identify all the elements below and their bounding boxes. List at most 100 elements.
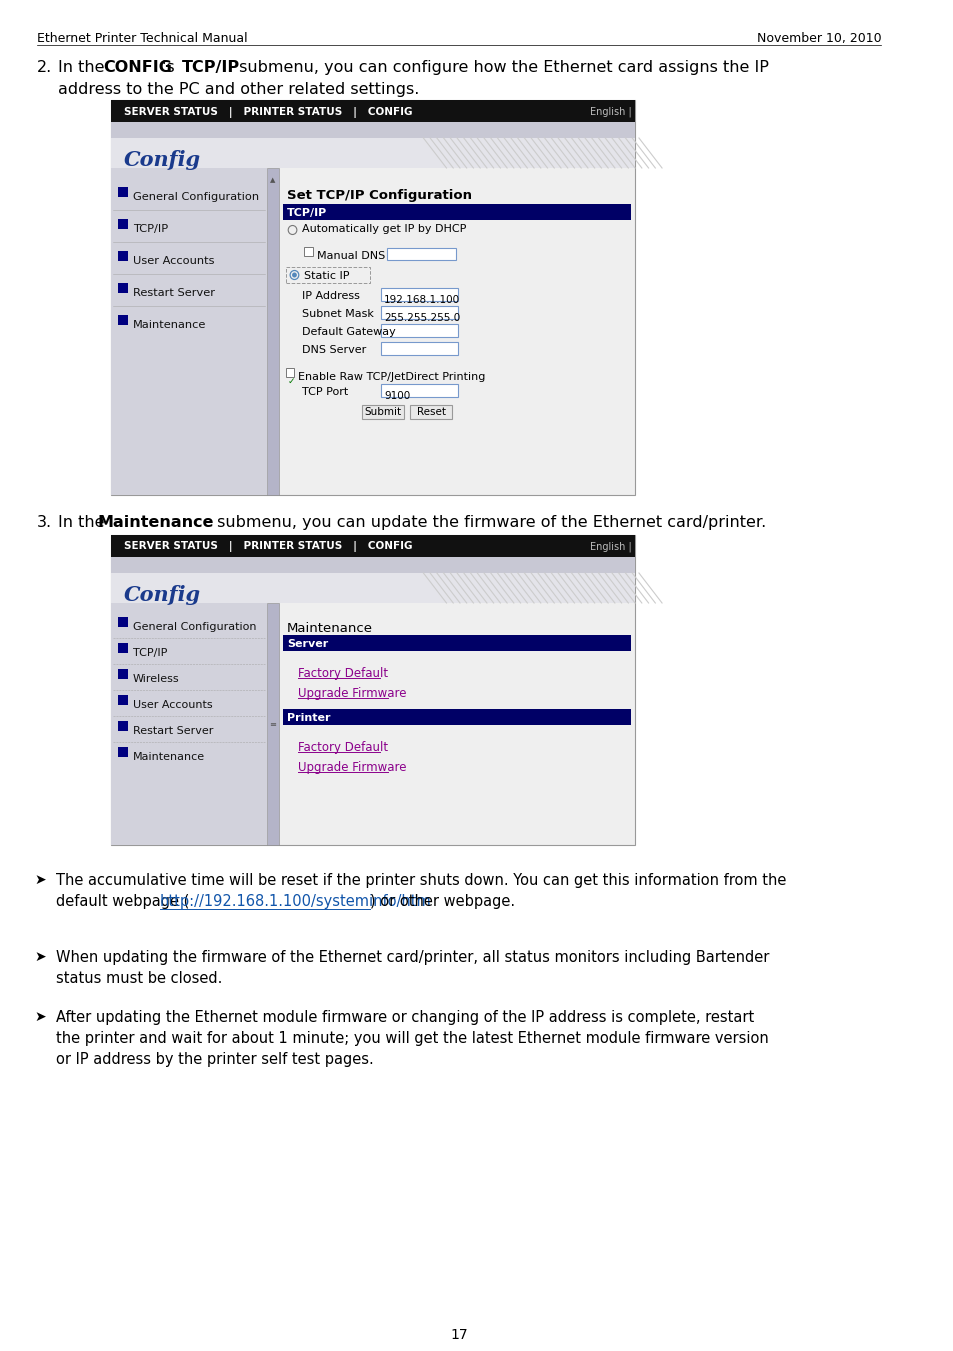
Text: Factory Default: Factory Default: [298, 740, 388, 754]
Bar: [118, 282, 128, 293]
Text: 3.: 3.: [36, 515, 51, 530]
Text: TCP Port: TCP Port: [302, 386, 348, 397]
Text: ▲: ▲: [270, 177, 275, 182]
Bar: [380, 288, 457, 301]
Bar: [118, 186, 128, 197]
Text: ➤: ➤: [34, 873, 46, 888]
Circle shape: [292, 273, 296, 277]
Bar: [304, 247, 313, 255]
Bar: [380, 324, 457, 336]
Text: submenu, you can update the firmware of the Ethernet card/printer.: submenu, you can update the firmware of …: [212, 515, 765, 530]
Text: Upgrade Firmware: Upgrade Firmware: [298, 688, 406, 700]
Text: the printer and wait for about 1 minute; you will get the latest Ethernet module: the printer and wait for about 1 minute;…: [56, 1031, 768, 1046]
Text: The accumulative time will be reset if the printer shuts down. You can get this : The accumulative time will be reset if t…: [56, 873, 785, 888]
Bar: [111, 603, 266, 844]
Text: General Configuration: General Configuration: [132, 192, 258, 203]
Bar: [266, 168, 279, 494]
Text: Server: Server: [287, 639, 328, 648]
Bar: [111, 557, 635, 573]
Text: Wireless: Wireless: [132, 674, 179, 684]
Bar: [118, 721, 128, 731]
Text: Maintenance: Maintenance: [132, 320, 206, 330]
Text: Printer: Printer: [287, 713, 330, 723]
Bar: [111, 535, 635, 844]
Text: When updating the firmware of the Ethernet card/printer, all status monitors inc: When updating the firmware of the Ethern…: [56, 950, 768, 965]
Text: Manual DNS: Manual DNS: [316, 251, 384, 261]
Text: 192.168.1.100: 192.168.1.100: [383, 295, 459, 305]
Text: status must be closed.: status must be closed.: [56, 971, 222, 986]
Text: After updating the Ethernet module firmware or changing of the IP address is com: After updating the Ethernet module firmw…: [56, 1011, 753, 1025]
Text: IP Address: IP Address: [302, 290, 359, 301]
Bar: [118, 643, 128, 653]
Text: SERVER STATUS   |   PRINTER STATUS   |   CONFIG: SERVER STATUS | PRINTER STATUS | CONFIG: [124, 107, 413, 118]
Bar: [286, 267, 370, 282]
Bar: [111, 138, 635, 168]
Bar: [118, 219, 128, 230]
Text: CONFIG: CONFIG: [103, 59, 172, 76]
Text: Factory Default: Factory Default: [298, 667, 388, 680]
Bar: [111, 168, 266, 494]
Text: 17: 17: [450, 1328, 467, 1342]
Text: User Accounts: User Accounts: [132, 700, 213, 711]
Bar: [380, 384, 457, 397]
Text: 2.: 2.: [36, 59, 51, 76]
Bar: [386, 249, 456, 259]
Text: 255.255.255.0: 255.255.255.0: [383, 313, 459, 323]
Bar: [283, 635, 631, 651]
Text: or IP address by the printer self test pages.: or IP address by the printer self test p…: [56, 1052, 374, 1067]
Text: address to the PC and other related settings.: address to the PC and other related sett…: [58, 82, 418, 97]
Text: Set TCP/IP Configuration: Set TCP/IP Configuration: [287, 189, 472, 203]
Text: Upgrade Firmware: Upgrade Firmware: [298, 761, 406, 774]
Text: 9100: 9100: [383, 390, 410, 401]
Text: User Accounts: User Accounts: [132, 255, 214, 266]
Bar: [118, 694, 128, 705]
Bar: [118, 747, 128, 757]
Text: submenu, you can configure how the Ethernet card assigns the IP: submenu, you can configure how the Ether…: [233, 59, 768, 76]
Text: default webpage (: default webpage (: [56, 894, 189, 909]
Bar: [118, 315, 128, 326]
Text: Maintenance: Maintenance: [132, 753, 205, 762]
Text: Submit: Submit: [364, 407, 401, 417]
Text: http://192.168.1.100/systeminfo/htm: http://192.168.1.100/systeminfo/htm: [159, 894, 431, 909]
Text: Maintenance: Maintenance: [287, 621, 373, 635]
Bar: [111, 100, 635, 122]
Bar: [111, 122, 635, 138]
Bar: [118, 251, 128, 261]
Text: English |: English |: [589, 107, 631, 118]
Text: In the: In the: [58, 515, 110, 530]
Text: In the: In the: [58, 59, 110, 76]
Text: SERVER STATUS   |   PRINTER STATUS   |   CONFIG: SERVER STATUS | PRINTER STATUS | CONFIG: [124, 542, 413, 553]
Text: DNS Server: DNS Server: [302, 345, 366, 355]
Bar: [410, 405, 452, 419]
Text: General Configuration: General Configuration: [132, 621, 256, 632]
Bar: [380, 342, 457, 355]
Text: TCP/IP: TCP/IP: [287, 208, 327, 218]
Text: Static IP: Static IP: [304, 272, 349, 281]
Text: Maintenance: Maintenance: [97, 515, 213, 530]
Bar: [361, 405, 404, 419]
Bar: [286, 367, 294, 377]
Text: November 10, 2010: November 10, 2010: [756, 32, 881, 45]
Text: TCP/IP: TCP/IP: [132, 224, 168, 234]
Text: ➤: ➤: [34, 950, 46, 965]
Bar: [283, 709, 631, 725]
Text: Config: Config: [124, 150, 201, 170]
Text: ≡: ≡: [269, 720, 276, 728]
Text: ) or other webpage.: ) or other webpage.: [370, 894, 515, 909]
Text: Enable Raw TCP/JetDirect Printing: Enable Raw TCP/JetDirect Printing: [298, 372, 485, 382]
Text: Ethernet Printer Technical Manual: Ethernet Printer Technical Manual: [36, 32, 247, 45]
Text: English |: English |: [589, 542, 631, 553]
Bar: [283, 204, 631, 220]
Bar: [111, 535, 635, 557]
Bar: [118, 617, 128, 627]
Bar: [118, 669, 128, 680]
Text: Restart Server: Restart Server: [132, 725, 213, 736]
Text: TCP/IP: TCP/IP: [182, 59, 240, 76]
Text: 's: 's: [161, 59, 179, 76]
Bar: [111, 573, 635, 603]
Text: Restart Server: Restart Server: [132, 288, 214, 299]
Bar: [266, 603, 279, 844]
Text: Reset: Reset: [416, 407, 445, 417]
Bar: [111, 100, 635, 494]
Text: Subnet Mask: Subnet Mask: [302, 309, 374, 319]
